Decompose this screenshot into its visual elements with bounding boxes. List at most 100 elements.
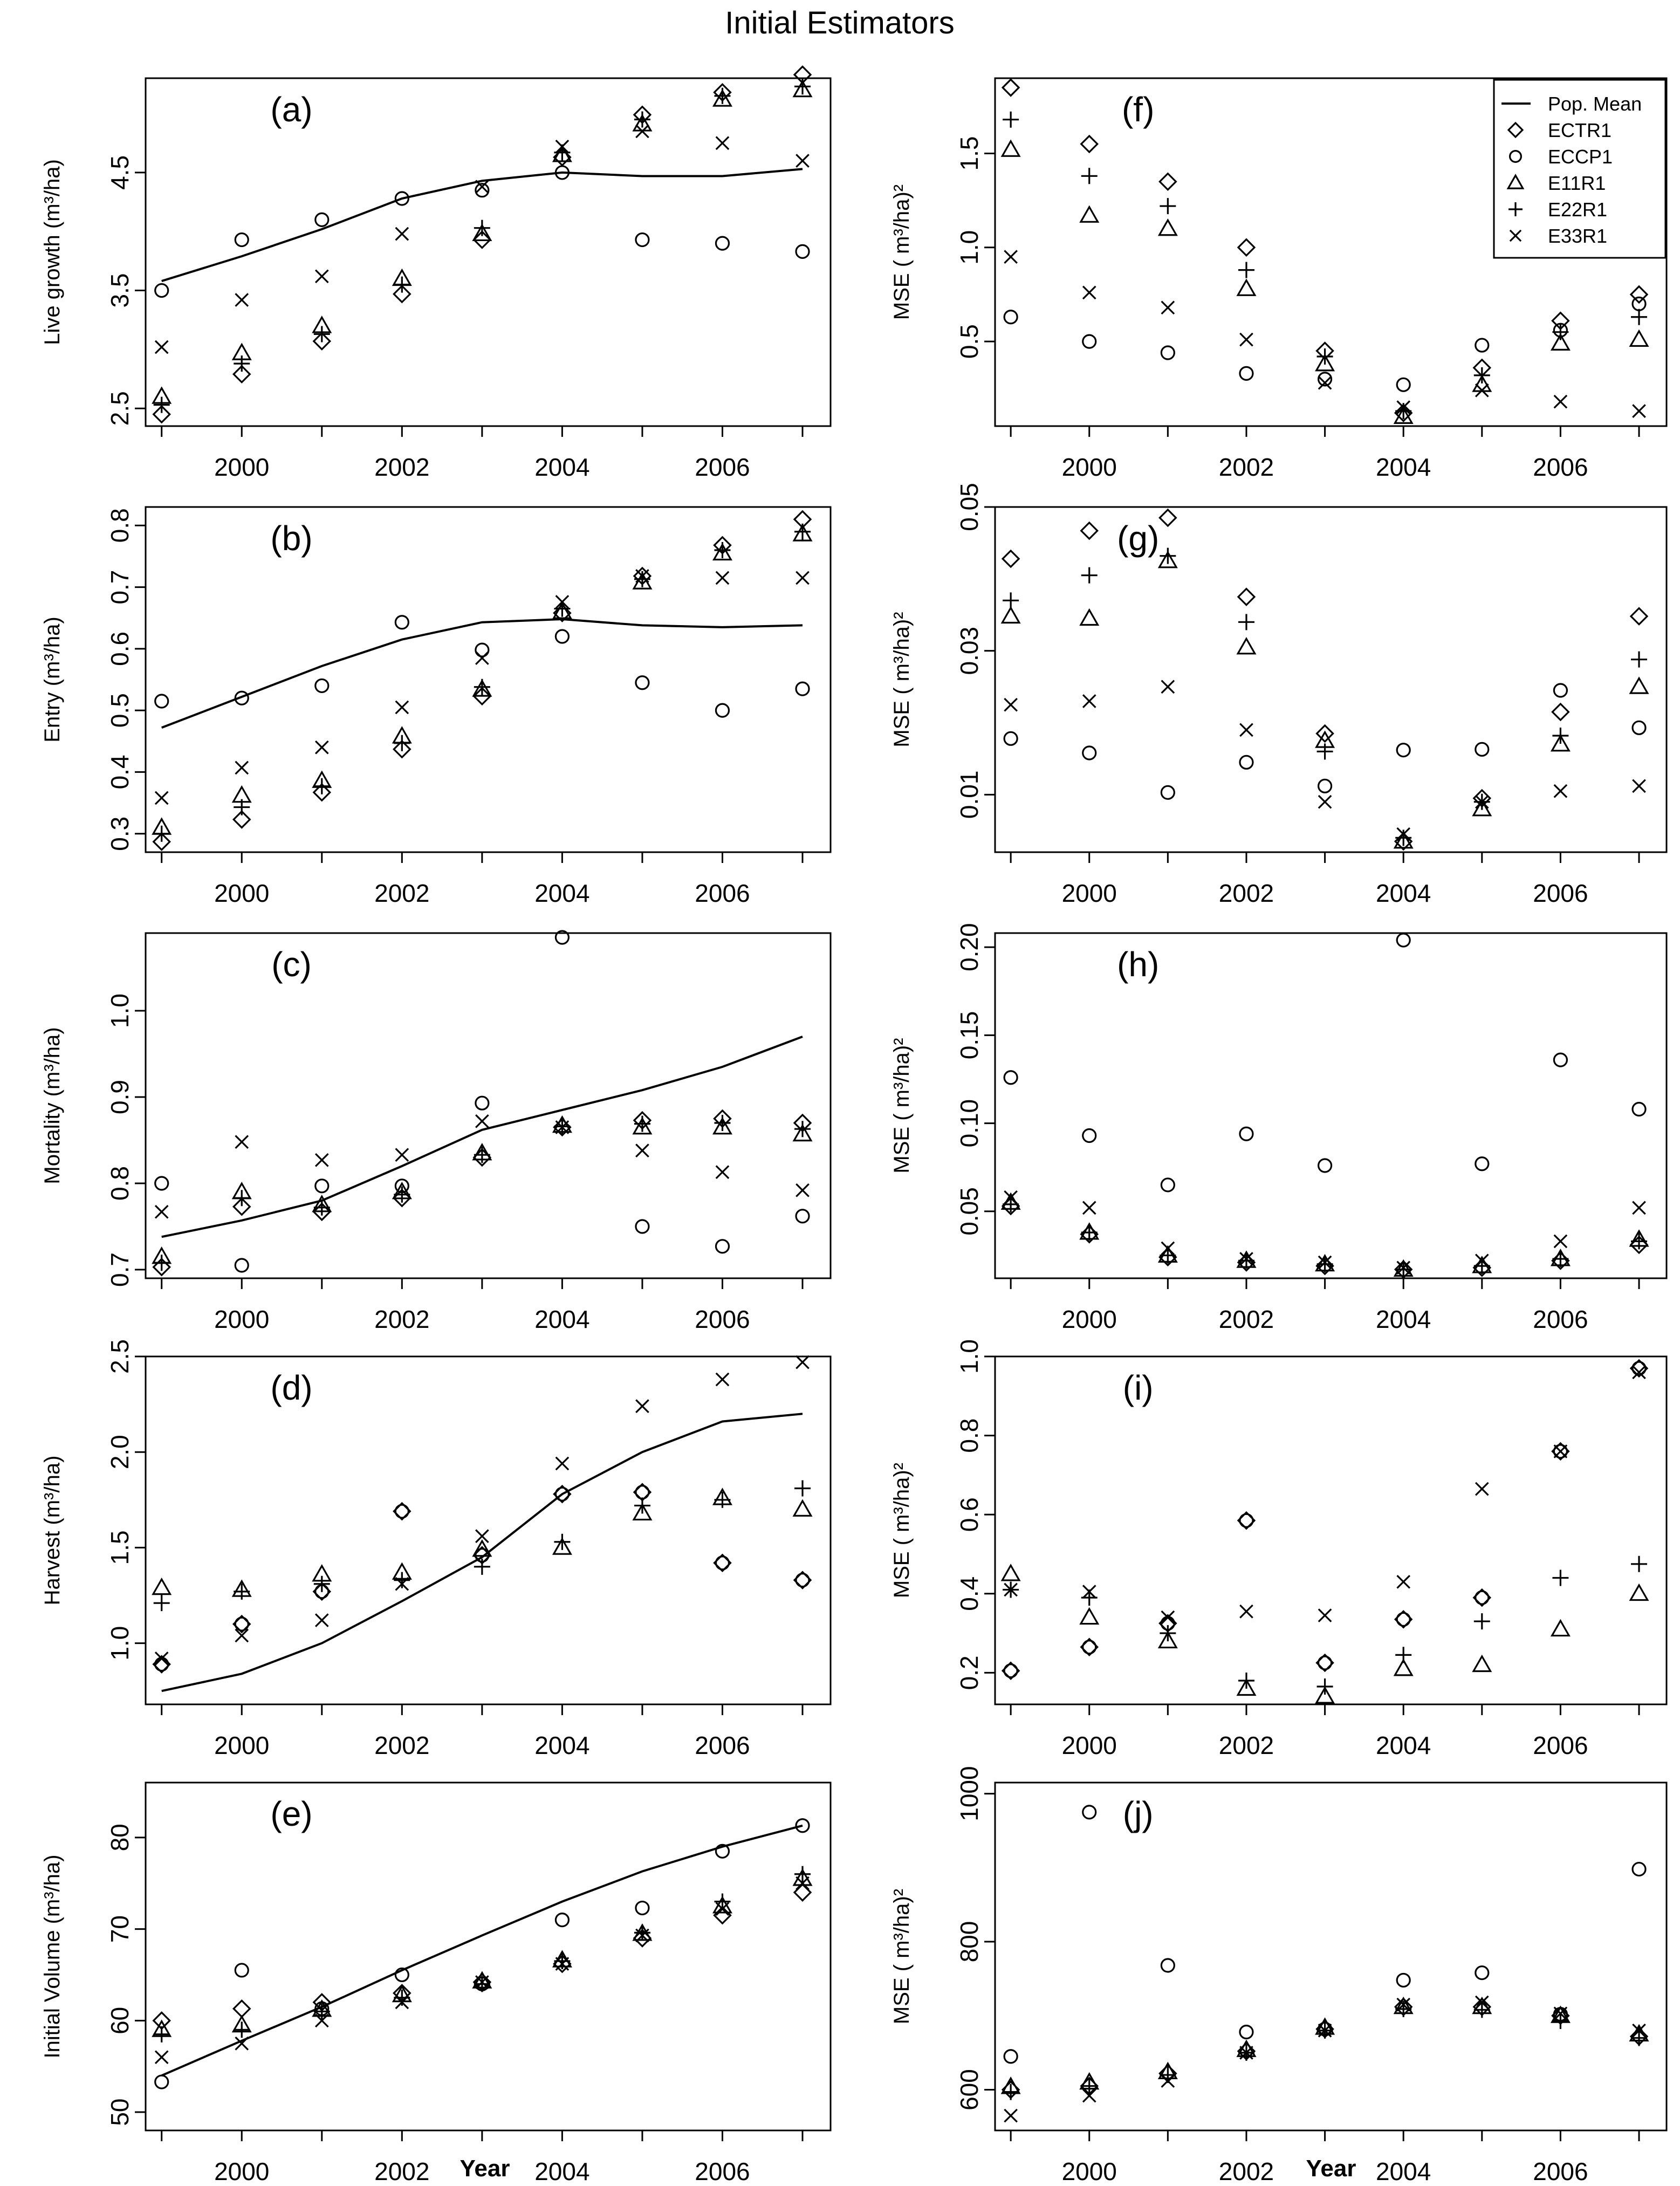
y-tick-label: 0.8 [106,1166,134,1201]
x-tick-label: 2002 [1219,1731,1274,1759]
point-e11r1 [552,1537,572,1555]
point-eccp1 [715,1844,730,1859]
point-eccp1 [1317,778,1333,793]
x-tick-label: 2000 [214,2157,269,2185]
y-axis-label: MSE ( m³/ha)² [890,184,914,320]
point-e22r1 [794,1121,811,1137]
y-tick-label: 80 [106,1824,134,1851]
point-e22r1 [1395,830,1412,846]
point-e22r1 [714,1115,731,1131]
panels: 2.5 3.5 4.5 2000 2002 2004 2006 Live growth (m³… [40,65,1668,2185]
x-tick-label: 2000 [214,1731,269,1759]
x-tick-label: 2002 [374,1305,429,1333]
point-eccp1 [1003,310,1018,325]
point-e22r1 [1552,324,1569,340]
point-eccp1 [1239,1126,1254,1141]
y-tick-label: 1.5 [955,136,983,170]
point-ectr1 [472,687,492,706]
x-tick-label: 2006 [695,453,750,481]
point-e33r1 [555,595,570,609]
point-eccp1 [795,1209,810,1224]
point-ectr1 [1315,724,1334,743]
point-e22r1 [1552,1251,1569,1267]
point-e33r1 [715,1902,730,1916]
point-e33r1 [314,269,329,284]
point-e33r1 [1396,400,1411,414]
point-e33r1 [1082,1201,1096,1215]
y-tick-label: 0.8 [106,508,134,543]
point-eccp1 [715,703,730,718]
x-tick-label: 2006 [695,879,750,907]
point-e22r1 [1552,2012,1569,2029]
y-tick-label: 1000 [955,1766,983,1821]
point-eccp1 [1239,366,1254,381]
x-tick-label: 2002 [1219,879,1274,907]
y-tick-label: 0.8 [955,1418,983,1453]
point-e22r1 [1631,1233,1648,1250]
point-e22r1 [634,1497,650,1514]
point-eccp1 [1239,755,1254,770]
point-e11r1 [1079,1607,1100,1625]
point-eccp1 [1003,2049,1018,2064]
point-e22r1 [234,1583,250,1600]
point-ectr1 [1158,508,1177,527]
point-e33r1 [1553,784,1568,798]
point-e11r1 [1157,551,1178,568]
point-e33r1 [1082,2088,1096,2103]
point-e33r1 [1475,383,1489,398]
point-e11r1 [1236,637,1257,655]
point-e33r1 [314,1613,329,1627]
point-e22r1 [234,1190,250,1207]
point-e33r1 [235,1135,249,1149]
point-eccp1 [154,1176,169,1191]
point-eccp1 [715,1555,730,1571]
point-eccp1 [1396,743,1411,758]
point-ectr1 [1080,521,1099,540]
panel-j: 600 800 1000 2000 2002 2004 2006 MSE ( m³/ha)² (… [890,1766,1668,2185]
point-ectr1 [393,739,412,759]
point-e22r1 [153,1595,170,1612]
point-e22r1 [1160,547,1176,564]
x-tick-label: 2006 [1533,453,1588,481]
plot-frame [145,1781,832,2132]
y-tick-label: 50 [106,2098,134,2126]
point-eccp1 [1475,1590,1490,1605]
pop-mean-line [161,618,803,729]
point-e33r1 [715,136,730,150]
point-e22r1 [1552,728,1569,744]
point-e33r1 [235,293,249,307]
y-tick-label: 0.5 [106,693,134,728]
point-e33r1 [1004,2108,1018,2123]
point-e33r1 [1632,1365,1646,1380]
x-tick-label: 2000 [214,1305,269,1333]
point-e33r1 [395,1577,409,1591]
point-e22r1 [394,276,410,293]
point-e33r1 [1396,1997,1411,2012]
point-e33r1 [796,1355,810,1369]
point-e22r1 [153,2026,170,2043]
point-e11r1 [472,223,492,242]
point-e22r1 [153,1255,170,1271]
plot-frame [994,1781,1668,2132]
point-eccp1 [234,1963,249,1978]
point-eccp1 [1553,1444,1568,1459]
point-e33r1 [395,1995,409,2010]
point-e33r1 [796,571,810,585]
point-eccp1 [554,629,570,644]
point-ectr1 [393,284,412,304]
point-e33r1 [1239,2046,1253,2060]
point-eccp1 [715,1239,730,1254]
point-e22r1 [1395,1261,1412,1278]
point-eccp1 [1475,742,1490,757]
point-eccp1 [1082,745,1097,760]
point-e33r1 [1632,1201,1646,1215]
point-eccp1 [1553,683,1568,698]
x-tick-label: 2002 [374,879,429,907]
legend-symbol-circle [1509,150,1523,163]
point-e22r1 [394,735,410,751]
point-eccp1 [554,1486,570,1502]
panel-label: (g) [1117,519,1159,558]
point-e22r1 [1238,1673,1254,1689]
point-e33r1 [314,1153,329,1167]
point-e11r1 [1236,1678,1257,1696]
